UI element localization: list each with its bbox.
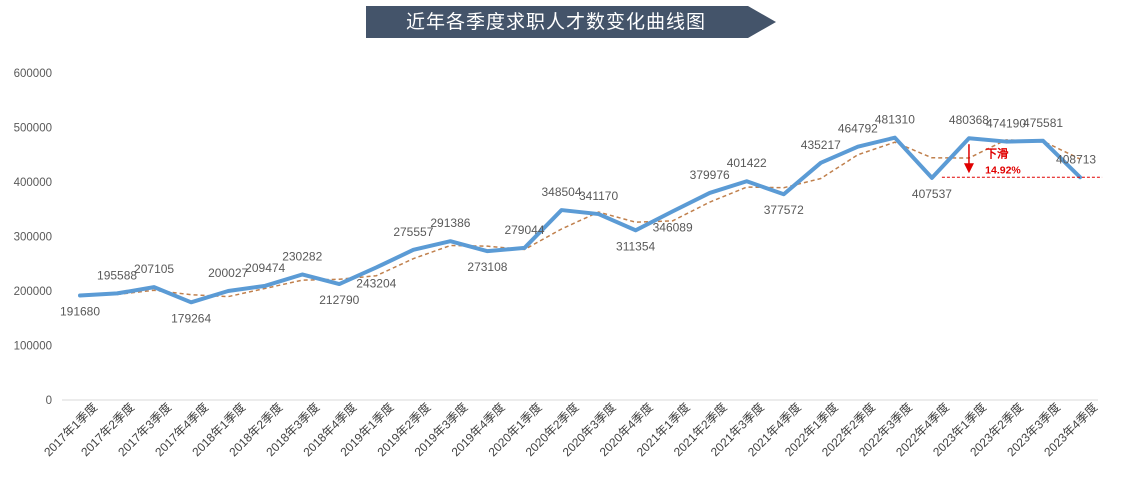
y-tick-label: 500000	[14, 123, 52, 135]
data-label: 435217	[801, 138, 841, 152]
data-label: 475581	[1023, 116, 1063, 130]
data-label: 195588	[97, 268, 137, 282]
data-label: 311354	[616, 239, 655, 253]
y-tick-label: 200000	[14, 286, 52, 298]
data-label: 230282	[282, 249, 322, 263]
data-label: 377572	[764, 203, 804, 217]
data-label: 207105	[134, 262, 174, 276]
decline-percent: 14.92%	[985, 164, 1021, 176]
data-label: 348504	[541, 185, 581, 199]
data-label: 191680	[60, 305, 100, 319]
data-label: 200027	[208, 266, 248, 280]
data-label: 346089	[653, 220, 693, 234]
y-tick-label: 0	[46, 395, 52, 407]
y-tick-label: 300000	[14, 232, 52, 244]
data-label: 474190	[986, 117, 1026, 131]
decline-annotation: 下滑 14.92%	[941, 144, 1103, 178]
data-label: 480368	[949, 113, 989, 127]
data-label: 401422	[727, 156, 767, 170]
data-label: 209474	[245, 261, 285, 275]
data-label: 279044	[504, 223, 544, 237]
data-label: 464792	[838, 122, 878, 136]
data-label: 341170	[579, 189, 618, 203]
data-label: 212790	[319, 293, 359, 307]
data-label: 379976	[690, 168, 730, 182]
title-banner	[366, 6, 776, 38]
data-label: 291386	[430, 216, 470, 230]
y-tick-label: 400000	[14, 177, 52, 189]
data-label: 243204	[356, 276, 396, 290]
data-label: 275557	[393, 225, 433, 239]
x-axis: 2017年1季度2017年2季度2017年3季度2017年4季度2018年1季度…	[40, 399, 1100, 459]
series-line	[78, 135, 1083, 305]
data-label: 179264	[171, 311, 211, 325]
data-label: 408713	[1056, 152, 1096, 166]
y-tick-label: 100000	[14, 341, 52, 353]
y-tick-label: 600000	[14, 68, 52, 80]
decline-label: 下滑	[985, 146, 1008, 160]
y-axis: 0 100000 200000 300000 400000 500000 600000	[14, 68, 52, 407]
data-label: 273108	[467, 260, 507, 274]
chart-title: 近年各季度求职人才数变化曲线图	[405, 11, 706, 33]
decline-arrow-head	[963, 163, 974, 174]
data-label: 407537	[912, 187, 952, 201]
data-label: 481310	[875, 113, 915, 127]
